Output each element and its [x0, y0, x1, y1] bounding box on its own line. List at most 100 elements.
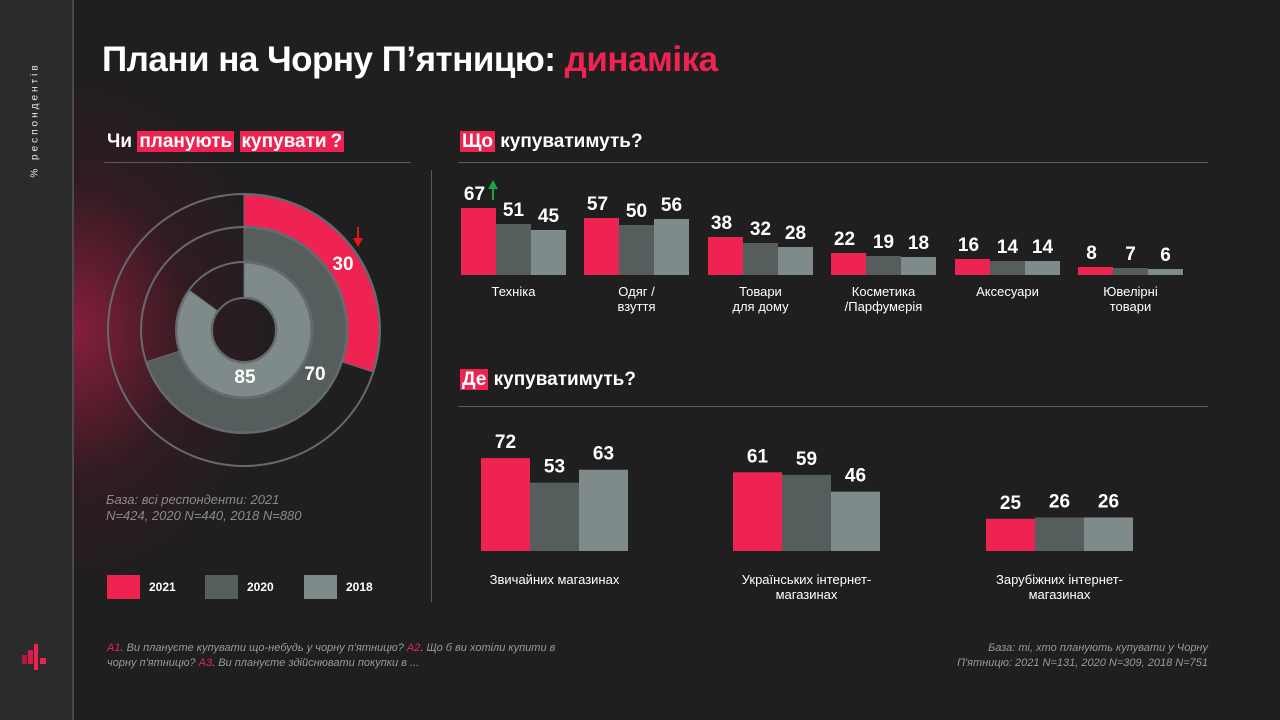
bar-2020 [1035, 517, 1084, 551]
category-label: Аксесуари [976, 284, 1039, 299]
base-note-line: База: ті, хто планують купувати у Чорну [988, 642, 1208, 654]
bar-2021 [733, 472, 782, 551]
bar-value-label: 26 [1098, 491, 1119, 512]
base-note-line: П'ятницю: 2021 N=131, 2020 N=309, 2018 N… [957, 657, 1208, 669]
legend-label: 2021 [149, 580, 176, 594]
category-label: Звичайних магазинах [490, 572, 620, 587]
donut-ring-outline [175, 261, 313, 399]
page-title: Плани на Чорну П’ятницю: динаміка [102, 40, 718, 80]
bar-value-label: 57 [587, 194, 608, 215]
donut-hole-outline [211, 297, 277, 363]
category-label: взуття [617, 299, 655, 314]
bar-2018 [901, 257, 936, 275]
bar-2021 [986, 518, 1035, 551]
bar-2020 [1113, 268, 1148, 275]
bar-value-label: 59 [796, 449, 817, 470]
category-label: Українських інтернет- [742, 572, 872, 587]
bar-value-label: 28 [785, 223, 806, 244]
page-title-accent: динаміка [564, 40, 718, 79]
bar-value-label: 72 [495, 432, 516, 453]
category-label: для дому [732, 299, 789, 314]
bar-2018 [1148, 269, 1183, 275]
divider-what [458, 162, 1208, 163]
bar-value-label: 32 [750, 219, 771, 240]
donut-ring-outline [140, 226, 348, 434]
bar-value-label: 56 [661, 195, 682, 216]
category-label: Одяг / [618, 284, 655, 299]
category-label: магазинах [1029, 587, 1091, 602]
question-id: А1 [107, 642, 121, 654]
bar-value-label: 19 [873, 232, 894, 253]
bar-value-label: 51 [503, 200, 525, 221]
section-title-plan: Чи планують купувати? [107, 131, 345, 153]
bar-value-label: 63 [593, 444, 614, 465]
donut-segment-2020 [146, 227, 347, 433]
bar-2021 [481, 458, 530, 551]
bar-2018 [778, 247, 813, 275]
bar-value-label: 8 [1086, 243, 1097, 264]
bar-2020 [496, 224, 531, 275]
bar-2021 [1078, 267, 1113, 275]
bar-value-label: 16 [958, 235, 979, 256]
bar-value-label: 50 [626, 201, 647, 222]
bar-2021 [831, 253, 866, 275]
category-label: Косметика [852, 284, 916, 299]
bar-group: 67 51 45 Техніка [461, 184, 566, 299]
bar-2021 [708, 237, 743, 275]
question-text: . Ви плануєте купувати що-небудь у чорну… [120, 642, 407, 654]
divider-where [458, 406, 1208, 407]
bar-value-label: 14 [997, 237, 1019, 258]
donut-segment-2018 [176, 262, 312, 398]
bar-group: 16 14 14 Аксесуари [955, 235, 1060, 299]
bar-value-label: 26 [1049, 491, 1070, 512]
donut-chart: 30 70 85 [107, 193, 381, 467]
legend-label: 2018 [346, 580, 373, 594]
page-title-main: Плани на Чорну П’ятницю: [102, 40, 565, 79]
bar-value-label: 6 [1160, 245, 1171, 266]
bar-value-label: 53 [544, 457, 565, 478]
bar-group: 72 53 63 Звичайних магазинах [481, 432, 628, 587]
base-note-left: База: всі респонденти: 2021 N=424, 2020 … [106, 492, 302, 524]
category-label: товари [1110, 299, 1152, 314]
section-title-rest: купуватимуть? [494, 131, 643, 152]
category-label: /Парфумерія [845, 299, 923, 314]
question-text: . Що б ви хотіли купити в чорну п'ятницю… [107, 642, 556, 669]
bar-value-label: 7 [1125, 244, 1136, 265]
category-label: Товари [739, 284, 782, 299]
donut-segment-2021 [243, 194, 380, 373]
bar-value-label: 45 [538, 206, 560, 227]
bar-group: 57 50 56 Одяг /взуття [584, 194, 689, 314]
donut-ring-outline [107, 193, 381, 467]
where-bar-chart: 72 53 63 Звичайних магазинах 61 59 46 Українськ… [481, 432, 1133, 602]
section-title-highlight-1: планують [137, 131, 235, 152]
base-note-line: N=424, 2020 N=440, 2018 N=880 [106, 508, 302, 523]
section-title-suffix: ? [328, 131, 345, 152]
bar-2018 [1084, 517, 1133, 551]
bar-value-label: 22 [834, 229, 855, 250]
bar-value-label: 67 [464, 184, 485, 205]
down-arrow-icon [353, 227, 363, 247]
base-note-line: База: всі респонденти: 2021 [106, 492, 280, 507]
legend-item-2021: 2021 [107, 575, 205, 599]
question-footnote: А1. Ви плануєте купувати що-небудь у чор… [107, 641, 567, 671]
legend-swatch [107, 575, 140, 599]
category-label: Зарубіжних інтернет- [996, 572, 1123, 587]
bar-group: 61 59 46 Українських інтернет-магазинах [733, 446, 880, 602]
section-title-highlight-2: купувати [239, 131, 329, 152]
up-arrow-icon [488, 180, 498, 200]
bar-2018 [579, 469, 628, 551]
bar-value-label: 18 [908, 233, 929, 254]
legend-item-2018: 2018 [304, 575, 373, 599]
bar-2020 [782, 474, 831, 551]
bar-2018 [531, 230, 566, 275]
bar-value-label: 46 [845, 466, 866, 487]
section-title-highlight: Де [460, 369, 489, 390]
bar-2020 [530, 482, 579, 551]
bar-2020 [743, 243, 778, 275]
bar-2020 [990, 261, 1025, 275]
question-id: А3 [198, 657, 213, 669]
